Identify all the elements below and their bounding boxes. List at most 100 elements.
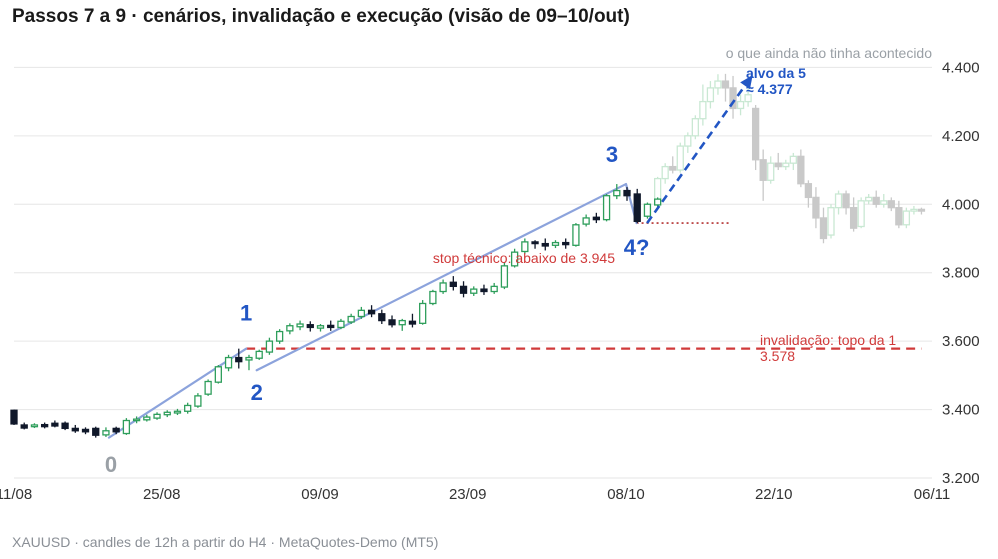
candle-body [71,427,79,432]
candle-body [865,196,873,202]
x-tick-label: 11/08 [0,486,32,503]
candle-body [551,241,560,246]
candle-body [842,193,850,209]
candle-body [782,162,790,168]
x-tick-label: 25/08 [143,486,181,503]
candle-body [699,100,707,120]
candle-body [736,100,745,110]
candle-body [849,207,858,229]
candle-body [744,94,752,103]
stop-label: stop técnico: abaixo de 3.945 [433,250,615,266]
candle-body [910,208,918,212]
candle-body [714,80,722,89]
candle-body [917,208,926,212]
candle-body [347,315,355,323]
candle-body [500,265,509,288]
candle-body [173,410,182,414]
candle-body [194,395,202,407]
candle-body [245,356,253,361]
candle-body [30,424,39,428]
candle-body [880,200,888,205]
candle-body [729,87,737,110]
projection-arrow-line [646,82,748,224]
x-tick-label: 06/11 [914,486,950,503]
candle-body [819,217,828,240]
wave-label: 2 [251,380,263,405]
candle-body [153,413,161,419]
candle-body [633,193,641,223]
candle-body [112,427,120,433]
candle-body [470,288,478,294]
candle-body [327,324,335,329]
target-label-line2: ≈ 4.377 [746,81,793,97]
candle-body [602,195,611,221]
candle-body [834,193,843,209]
candle-body [643,203,652,217]
candle-body [388,319,396,326]
candle-body [41,423,49,428]
candle-body [286,325,294,332]
candle-body [20,424,28,429]
levels [246,222,922,350]
candle-body [51,422,59,427]
wave-label: 0 [105,452,117,477]
candle-body [510,251,519,267]
projection [646,75,753,224]
candle-body [592,216,601,221]
candle-body [827,207,835,236]
candle-body [10,409,18,425]
candle-body [857,200,865,228]
x-tick-label: 22/10 [755,486,793,503]
wave-line [107,347,248,439]
x-tick-label: 23/09 [449,486,487,503]
x-tick-label: 08/10 [607,486,645,503]
candle-body [480,288,488,293]
candle-body [623,189,631,197]
candle-body [676,145,684,171]
x-tick-label: 09/09 [301,486,339,503]
future-candles [654,73,926,244]
candle-body [61,422,69,430]
y-tick-label: 4.200 [942,128,980,145]
candle-body [398,319,406,326]
chart: 4.400 4.200 4.000 3.800 3.600 3.400 3.200 11/0… [0,45,980,503]
candle-body [661,165,669,180]
candle-body [721,80,730,89]
wave-label: 3 [606,142,618,167]
candle-body [804,183,813,199]
candle-body [357,309,366,318]
invalidation-label-line2: 3.578 [760,348,795,364]
candle-body [613,189,621,197]
candle-body [143,416,151,421]
candle-body [449,281,457,288]
candle-body [337,320,345,329]
x-axis: 11/08 25/08 09/09 23/09 08/10 22/10 06/11 [0,486,950,503]
annotations: o que ainda não tinha acontecido alvo da… [105,45,932,477]
gridlines [14,66,932,479]
y-axis: 4.400 4.200 4.000 3.800 3.600 3.400 3.200 [942,59,980,487]
y-tick-label: 3.600 [942,333,980,350]
candle-body [759,159,767,181]
candle-body [706,87,715,103]
candle-body [490,285,498,293]
candle-body [902,210,911,226]
candle-body [81,428,90,433]
candle-body [163,411,171,416]
candle-body [895,207,903,226]
candle-body [691,118,699,137]
y-tick-label: 3.800 [942,265,980,282]
y-tick-label: 3.200 [942,470,980,487]
future-note: o que ainda não tinha acontecido [726,45,932,61]
candle-body [265,340,274,353]
candle-body [459,285,468,294]
candle-body [774,162,782,168]
y-tick-label: 4.400 [942,59,980,76]
wave-label: 4? [624,235,650,260]
candle-body [184,404,192,412]
seen-candles [10,184,662,438]
candle-body [751,107,760,161]
candle-body [275,330,284,342]
invalidation-label-line1: invalidação: topo da 1 [760,332,896,348]
candle-body [102,430,110,436]
candle-body [872,196,880,205]
